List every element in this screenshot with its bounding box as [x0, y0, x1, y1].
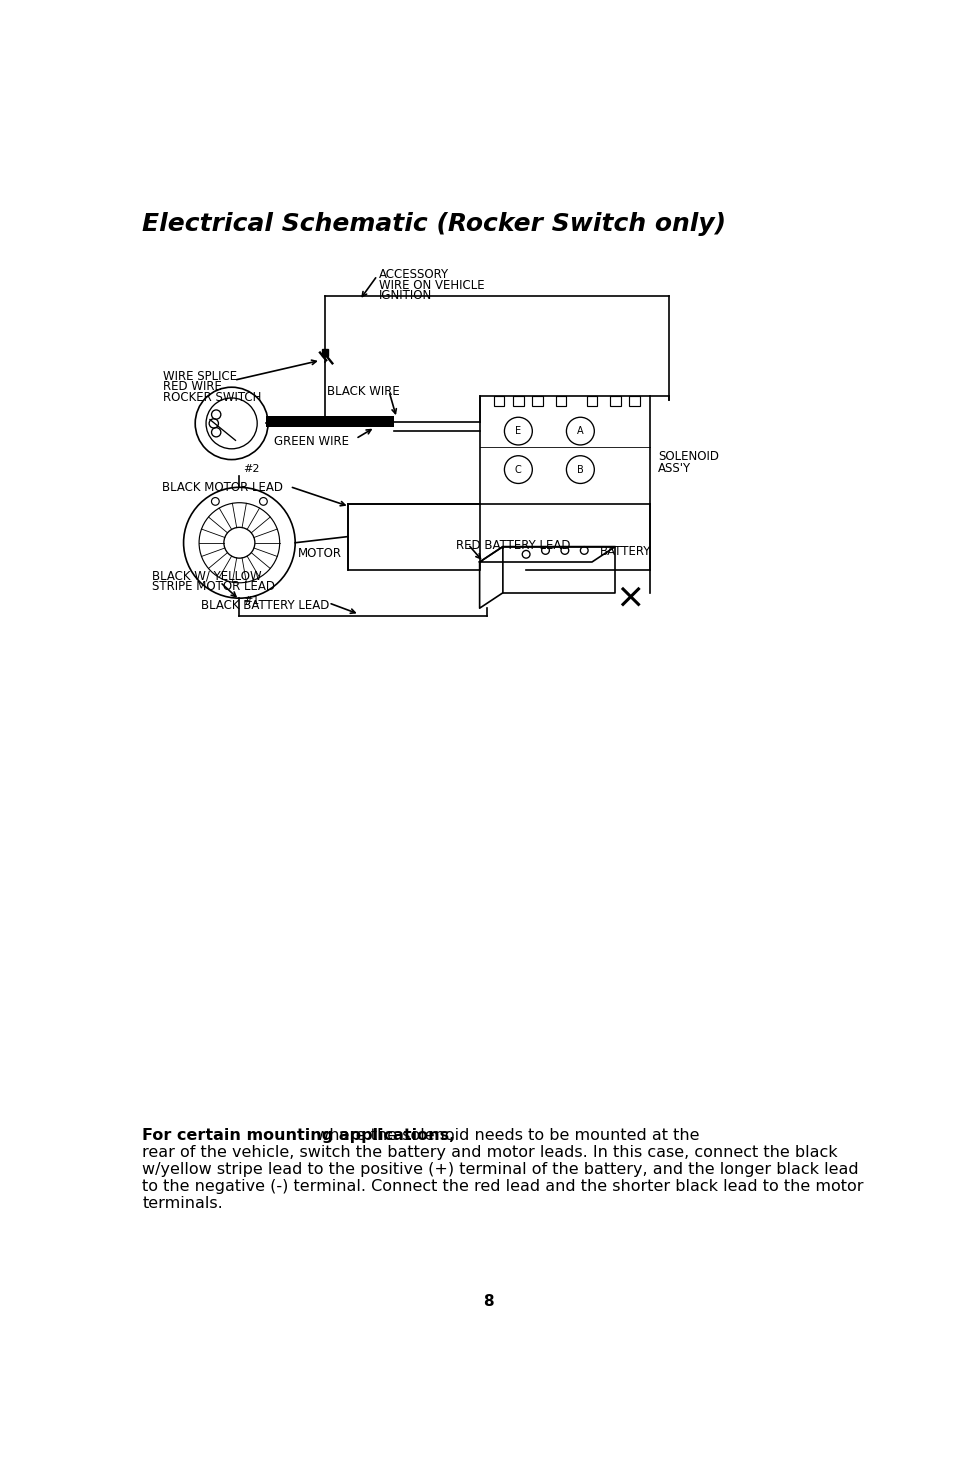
Bar: [532, 397, 542, 406]
Text: MOTOR: MOTOR: [297, 547, 341, 559]
Text: RED BATTERY LEAD: RED BATTERY LEAD: [456, 538, 570, 552]
Text: B: B: [577, 465, 583, 475]
Text: #1: #1: [243, 596, 259, 606]
Text: A: A: [577, 426, 583, 437]
Text: IGNITION: IGNITION: [378, 289, 432, 302]
Text: where the solenoid needs to be mounted at the: where the solenoid needs to be mounted a…: [311, 1128, 700, 1143]
Text: SOLENOID: SOLENOID: [658, 450, 719, 463]
Bar: [479, 397, 649, 504]
Text: WIRE SPLICE: WIRE SPLICE: [163, 370, 237, 382]
Text: WIRE ON VEHICLE: WIRE ON VEHICLE: [378, 279, 484, 292]
Text: ROCKER SWITCH: ROCKER SWITCH: [163, 391, 261, 404]
Bar: [629, 397, 639, 406]
Text: rear of the vehicle, switch the battery and motor leads. In this case, connect t: rear of the vehicle, switch the battery …: [142, 1145, 838, 1159]
Text: Electrical Schematic (Rocker Switch only): Electrical Schematic (Rocker Switch only…: [142, 211, 726, 236]
Text: ACCESSORY: ACCESSORY: [378, 268, 449, 280]
Bar: [609, 397, 620, 406]
Text: C: C: [515, 465, 521, 475]
Text: 8: 8: [483, 1294, 494, 1308]
Text: For certain mounting applications,: For certain mounting applications,: [142, 1128, 456, 1143]
Text: ASS'Y: ASS'Y: [658, 462, 690, 475]
Text: terminals.: terminals.: [142, 1196, 223, 1211]
Bar: [513, 397, 523, 406]
Text: BLACK WIRE: BLACK WIRE: [327, 385, 399, 398]
Text: to the negative (-) terminal. Connect the red lead and the shorter black lead to: to the negative (-) terminal. Connect th…: [142, 1179, 863, 1193]
Bar: [493, 397, 504, 406]
Text: STRIPE MOTOR LEAD: STRIPE MOTOR LEAD: [152, 581, 274, 593]
Bar: [586, 397, 597, 406]
Text: BLACK MOTOR LEAD: BLACK MOTOR LEAD: [162, 481, 283, 494]
Text: E: E: [515, 426, 521, 437]
Bar: [266, 416, 394, 428]
Text: BLACK W/ YELLOW: BLACK W/ YELLOW: [152, 569, 261, 583]
Text: w/yellow stripe lead to the positive (+) terminal of the battery, and the longer: w/yellow stripe lead to the positive (+)…: [142, 1162, 859, 1177]
Bar: [555, 397, 566, 406]
Text: #2: #2: [243, 465, 259, 473]
Text: RED WIRE: RED WIRE: [163, 381, 222, 394]
Bar: [321, 350, 328, 355]
Text: BATTERY: BATTERY: [599, 546, 651, 558]
Bar: [348, 504, 479, 569]
Text: GREEN WIRE: GREEN WIRE: [274, 435, 349, 448]
Text: BLACK BATTERY LEAD: BLACK BATTERY LEAD: [200, 599, 329, 612]
